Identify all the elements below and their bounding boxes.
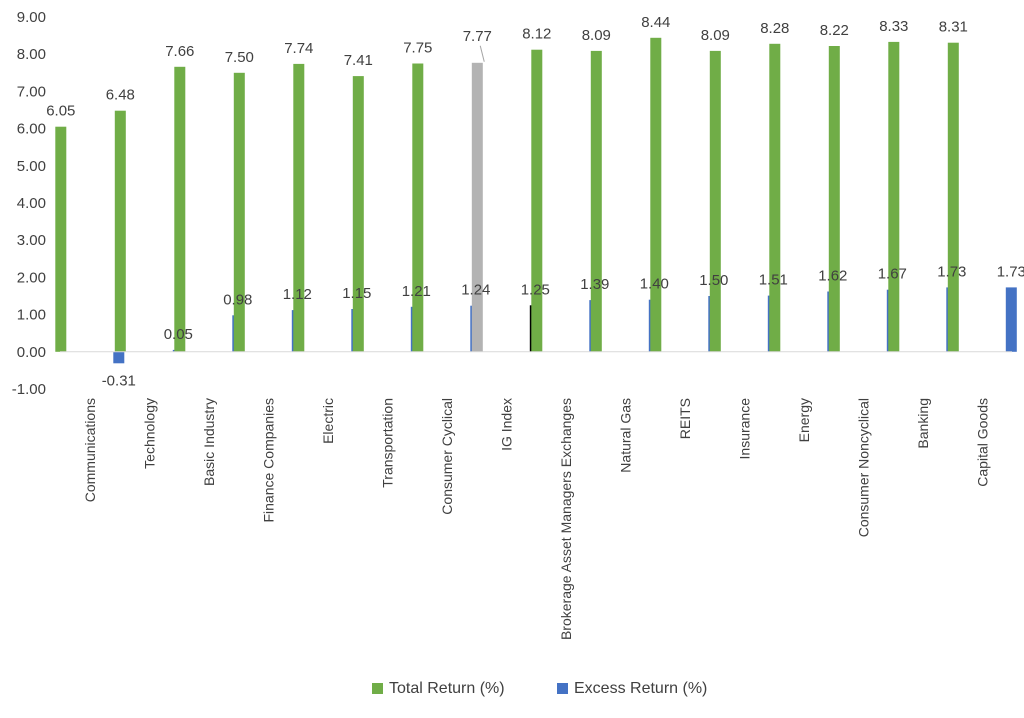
category-label: Capital Goods bbox=[974, 398, 990, 487]
bar-total-return bbox=[947, 42, 959, 352]
data-label-excess-return: 0.98 bbox=[223, 291, 252, 308]
legend-swatch-total-return bbox=[372, 683, 383, 694]
data-label-excess-return: 1.67 bbox=[878, 266, 907, 283]
data-label-excess-return: 1.50 bbox=[699, 272, 728, 289]
y-tick-label: 6.00 bbox=[17, 121, 46, 138]
category-label: Brokerage Asset Managers Exchanges bbox=[558, 398, 574, 640]
data-label-total-return: 8.44 bbox=[641, 14, 670, 31]
data-label-excess-return: 1.73 bbox=[997, 263, 1024, 280]
data-label-total-return: 7.75 bbox=[403, 40, 432, 57]
data-label-total-return: 7.41 bbox=[344, 52, 373, 69]
data-label-total-return: 6.05 bbox=[46, 103, 75, 120]
y-tick-label: 3.00 bbox=[17, 232, 46, 249]
bar-total-return bbox=[709, 50, 721, 352]
data-label-total-return: 8.09 bbox=[701, 27, 730, 44]
category-label: Banking bbox=[915, 398, 931, 449]
category-label: Communications bbox=[82, 398, 98, 502]
bar-total-return bbox=[412, 63, 424, 352]
bar-total-return bbox=[174, 66, 186, 352]
data-label-total-return: 8.12 bbox=[522, 26, 551, 43]
bar-total-return bbox=[233, 72, 245, 352]
category-label: Consumer Cyclical bbox=[439, 398, 455, 515]
category-label: Electric bbox=[320, 398, 336, 444]
bar-total-return bbox=[769, 43, 781, 352]
data-label-excess-return: -0.31 bbox=[102, 372, 136, 389]
bar-total-return bbox=[650, 37, 662, 352]
y-tick-label: 2.00 bbox=[17, 269, 46, 286]
bar-total-return bbox=[888, 41, 900, 352]
data-label-total-return: 7.74 bbox=[284, 40, 313, 57]
x-axis: Communications Technology Basic Industry Fi… bbox=[82, 398, 990, 640]
bar-total-return bbox=[55, 126, 67, 352]
category-label: Basic Industry bbox=[201, 398, 217, 486]
category-label: Energy bbox=[796, 398, 812, 442]
data-label-total-return: 7.66 bbox=[165, 43, 194, 60]
data-label-total-return: 8.33 bbox=[879, 18, 908, 35]
data-labels: 6.05 -0.31 6.48 0.05 7.66 0.98 7.50 1.12 7.74 1.1… bbox=[46, 14, 1024, 389]
bar-total-return bbox=[471, 62, 483, 352]
category-label: Insurance bbox=[736, 398, 752, 460]
legend-label-excess-return: Excess Return (%) bbox=[574, 680, 707, 697]
data-label-total-return: 7.77 bbox=[463, 28, 492, 45]
y-tick-label: -1.00 bbox=[12, 381, 46, 398]
data-label-excess-return: 1.40 bbox=[640, 276, 669, 293]
legend-label-total-return: Total Return (%) bbox=[389, 680, 505, 697]
data-label-excess-return: 1.25 bbox=[521, 281, 550, 298]
data-label-excess-return: 1.51 bbox=[759, 272, 788, 289]
data-label-total-return: 7.50 bbox=[225, 49, 254, 66]
data-label-excess-return: 1.73 bbox=[937, 263, 966, 280]
category-label: IG Index bbox=[498, 398, 514, 451]
y-tick-label: 7.00 bbox=[17, 83, 46, 100]
y-tick-label: 8.00 bbox=[17, 46, 46, 63]
data-label-total-return: 8.28 bbox=[760, 20, 789, 37]
data-label-total-return: 8.09 bbox=[582, 27, 611, 44]
data-label-leader-line bbox=[479, 45, 485, 62]
data-label-excess-return: 1.24 bbox=[461, 282, 490, 299]
data-label-excess-return: 0.05 bbox=[164, 326, 193, 343]
category-label: Technology bbox=[141, 398, 157, 469]
bar-total-return bbox=[352, 76, 364, 352]
bar-total-return bbox=[590, 50, 602, 352]
bar-excess-return bbox=[1005, 287, 1017, 352]
data-label-total-return: 8.31 bbox=[939, 19, 968, 36]
data-label-excess-return: 1.21 bbox=[402, 283, 431, 300]
y-tick-label: 1.00 bbox=[17, 307, 46, 324]
y-axis: 9.00 8.00 7.00 6.00 5.00 4.00 3.00 2.00 1.00 0.00… bbox=[12, 9, 46, 398]
y-tick-label: 9.00 bbox=[17, 9, 46, 26]
data-label-total-return: 6.48 bbox=[106, 87, 135, 104]
data-label-excess-return: 1.39 bbox=[580, 276, 609, 293]
bar-total-return bbox=[531, 49, 543, 352]
category-label: Finance Companies bbox=[260, 398, 276, 523]
data-label-excess-return: 1.15 bbox=[342, 285, 371, 302]
category-label: Transportation bbox=[379, 398, 395, 488]
bar-total-return bbox=[828, 46, 840, 352]
data-label-excess-return: 1.12 bbox=[283, 286, 312, 303]
category-label: Natural Gas bbox=[617, 398, 633, 473]
y-tick-label: 0.00 bbox=[17, 344, 46, 361]
legend: Total Return (%) Excess Return (%) bbox=[372, 680, 707, 697]
category-label: Consumer Noncyclical bbox=[855, 398, 871, 537]
bar-total-return bbox=[114, 110, 126, 352]
bar-total-return bbox=[293, 63, 305, 352]
y-tick-label: 5.00 bbox=[17, 158, 46, 175]
data-label-excess-return: 1.62 bbox=[818, 268, 847, 285]
bar-excess-return bbox=[113, 351, 125, 364]
category-label: REITS bbox=[677, 398, 693, 439]
data-label-total-return: 8.22 bbox=[820, 22, 849, 39]
legend-swatch-excess-return bbox=[557, 683, 568, 694]
bars bbox=[55, 37, 1017, 364]
y-tick-label: 4.00 bbox=[17, 195, 46, 212]
